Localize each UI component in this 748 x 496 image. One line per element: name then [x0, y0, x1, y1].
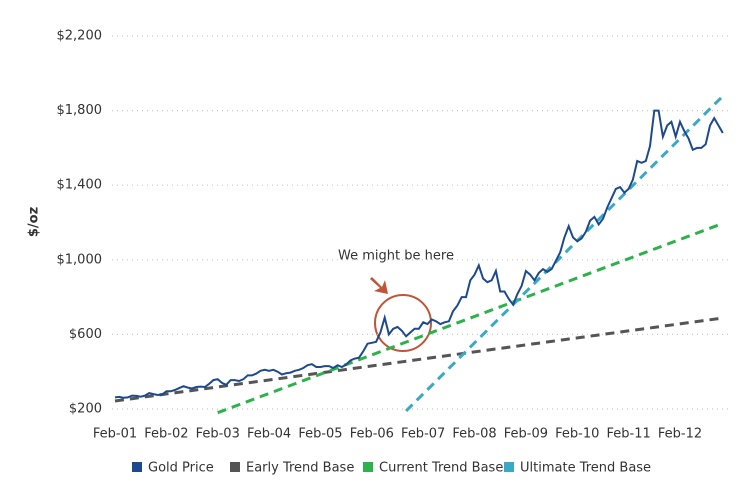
- x-tick-label: Feb-02: [144, 427, 188, 442]
- legend-label: Ultimate Trend Base: [520, 461, 651, 476]
- x-tick-label: Feb-09: [504, 427, 548, 442]
- annotation-arrow: [370, 277, 388, 294]
- series-line: [114, 109, 724, 399]
- legend-swatch: [132, 462, 142, 472]
- y-tick-label: $2,200: [57, 29, 103, 44]
- legend-swatch: [230, 462, 240, 472]
- x-tick-label: Feb-05: [298, 427, 342, 442]
- legend-label: Early Trend Base: [246, 461, 354, 476]
- y-tick-label: $1,800: [57, 103, 103, 118]
- annotation-circle: [374, 294, 432, 352]
- x-tick-label: Feb-12: [658, 427, 702, 442]
- x-tick-label: Feb-03: [196, 427, 240, 442]
- y-axis-label: $/oz: [27, 207, 42, 237]
- series-line: [217, 221, 724, 415]
- x-tick-label: Feb-08: [452, 427, 496, 442]
- y-tick-label: $200: [69, 402, 102, 417]
- x-tick-label: Feb-01: [93, 427, 137, 442]
- y-tick-label: $1,400: [57, 178, 103, 193]
- x-tick-label: Feb-04: [247, 427, 291, 442]
- annotation: We might be here: [338, 249, 454, 264]
- x-tick-label: Feb-11: [607, 427, 651, 442]
- legend-label: Current Trend Base: [379, 461, 503, 476]
- legend-swatch: [504, 462, 514, 472]
- x-tick-label: Feb-06: [350, 427, 394, 442]
- legend-label: Gold Price: [148, 461, 214, 476]
- series-line: [114, 316, 724, 403]
- y-tick-label: $600: [69, 327, 102, 342]
- y-tick-label: $1,000: [57, 252, 103, 267]
- x-tick-label: Feb-10: [555, 427, 599, 442]
- x-tick-label: Feb-07: [401, 427, 445, 442]
- legend-swatch: [363, 462, 373, 472]
